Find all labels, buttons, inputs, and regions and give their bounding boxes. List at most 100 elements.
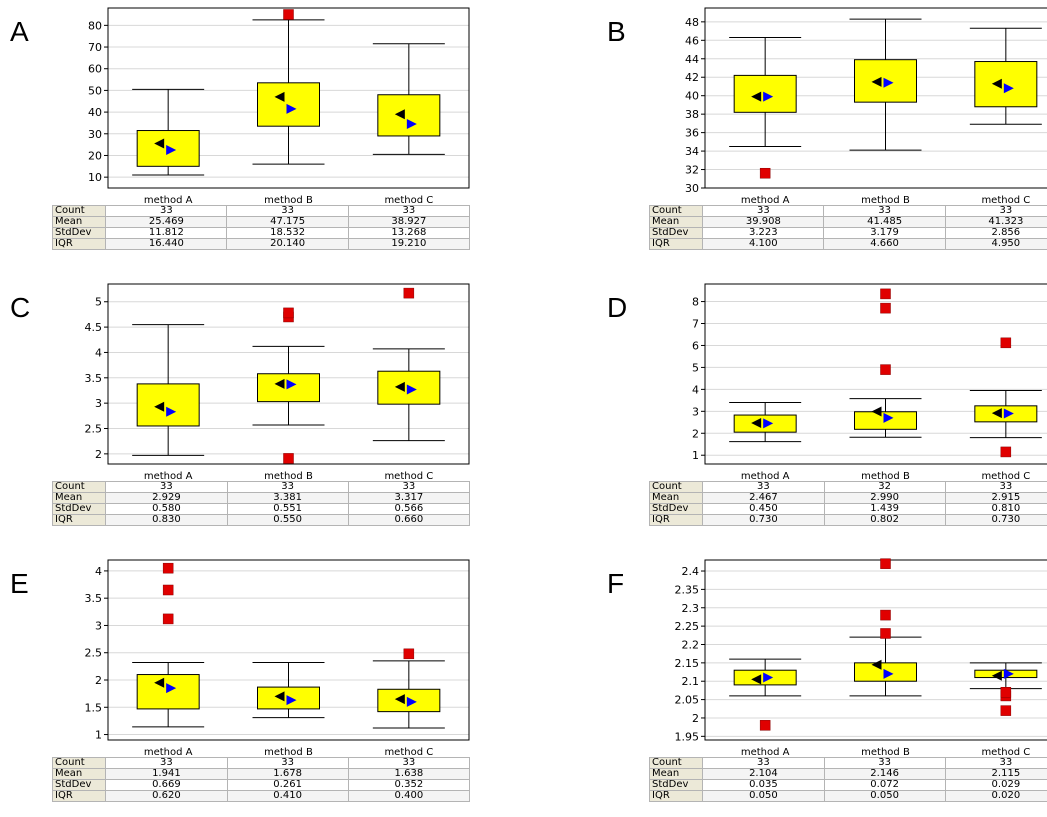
box-3 (373, 288, 445, 441)
row-header: IQR (53, 791, 106, 802)
y-tick-label: 80 (88, 19, 102, 32)
box-3 (373, 649, 445, 728)
table-cell: 1.941 (106, 769, 227, 780)
y-tick-label: 5 (95, 296, 102, 309)
box-2 (850, 19, 922, 150)
y-tick-label: 2.15 (675, 657, 700, 670)
row-header: IQR (53, 239, 106, 250)
y-tick-label: 50 (88, 84, 102, 97)
y-tick-label: 4 (95, 346, 102, 359)
table-cell: 0.352 (348, 780, 469, 791)
box-2 (253, 308, 325, 464)
y-tick-label: 1 (692, 449, 699, 462)
table-cell: 0.550 (227, 515, 348, 526)
box-2 (850, 289, 922, 437)
y-tick-label: 3.5 (85, 372, 103, 385)
y-tick-label: 4 (95, 565, 102, 578)
y-tick-label: 38 (685, 108, 699, 121)
table-cell: 33 (348, 206, 469, 217)
table-cell: 0.566 (348, 504, 469, 515)
table-cell: 1.638 (348, 769, 469, 780)
row-header: Count (650, 758, 703, 769)
table-cell: 19.210 (348, 239, 469, 250)
table-cell: 33 (945, 758, 1047, 769)
row-header: Count (53, 482, 106, 493)
table-cell: 33 (824, 758, 945, 769)
table-cell: 38.927 (348, 217, 469, 228)
outlier-point (163, 614, 173, 624)
y-tick-label: 2.05 (675, 694, 700, 707)
row-header: IQR (53, 515, 106, 526)
row-header: Mean (53, 769, 106, 780)
table-cell: 0.730 (945, 515, 1047, 526)
table-cell: 0.020 (945, 791, 1047, 802)
table-cell: 0.730 (703, 515, 824, 526)
y-tick-label: 1.95 (675, 730, 700, 743)
table-cell: 3.179 (824, 228, 945, 239)
table-cell: 2.915 (945, 493, 1047, 504)
table-cell: 0.035 (703, 780, 824, 791)
table-cell: 33 (703, 758, 824, 769)
table-cell: 3.223 (703, 228, 824, 239)
row-header: StdDev (53, 228, 106, 239)
table-cell: 0.050 (703, 791, 824, 802)
table-cell: 41.323 (945, 217, 1047, 228)
table-cell: 3.317 (348, 493, 469, 504)
row-header: Mean (650, 769, 703, 780)
row-header: Mean (650, 217, 703, 228)
table-cell: 33 (106, 482, 227, 493)
table-cell: 1.678 (227, 769, 348, 780)
table-cell: 0.410 (227, 791, 348, 802)
table-cell: 0.261 (227, 780, 348, 791)
outlier-point (163, 585, 173, 595)
plot-frame (705, 560, 1047, 740)
table-cell: 39.908 (703, 217, 824, 228)
y-tick-label: 2 (692, 712, 699, 725)
y-tick-label: 3 (95, 397, 102, 410)
y-tick-label: 34 (685, 145, 699, 158)
y-tick-label: 2.35 (675, 583, 700, 596)
table-cell: 32 (824, 482, 945, 493)
y-tick-label: 46 (685, 34, 699, 47)
table-cell: 4.100 (703, 239, 824, 250)
table-cell: 33 (348, 482, 469, 493)
table-cell: 0.802 (824, 515, 945, 526)
y-tick-label: 2 (692, 427, 699, 440)
y-tick-label: 1 (95, 729, 102, 742)
box-1 (132, 89, 204, 175)
table-cell: 0.669 (106, 780, 227, 791)
row-header: Mean (650, 493, 703, 504)
table-cell: 33 (227, 206, 348, 217)
iqr-box (137, 384, 199, 426)
table-cell: 33 (227, 758, 348, 769)
outlier-point (881, 610, 891, 620)
outlier-point (404, 288, 414, 298)
row-header: Count (650, 206, 703, 217)
table-cell: 0.029 (945, 780, 1047, 791)
outlier-point (881, 365, 891, 375)
row-header: Count (53, 758, 106, 769)
